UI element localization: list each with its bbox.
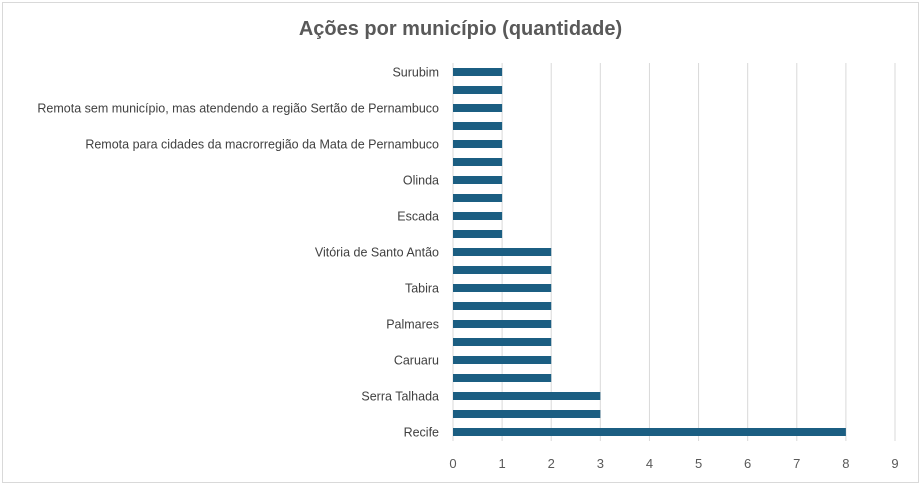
bar bbox=[453, 212, 503, 220]
bar bbox=[453, 104, 503, 112]
bar bbox=[453, 302, 552, 310]
category-label: Palmares bbox=[386, 318, 439, 332]
category-label: Recife bbox=[404, 426, 439, 440]
x-tick-label: 4 bbox=[646, 456, 653, 471]
bar bbox=[453, 140, 503, 148]
x-tick-label: 0 bbox=[449, 456, 456, 471]
bar bbox=[453, 284, 552, 292]
bar bbox=[453, 266, 552, 274]
bar bbox=[453, 194, 503, 202]
bar bbox=[453, 230, 503, 238]
bar bbox=[453, 410, 601, 418]
x-tick-label: 2 bbox=[548, 456, 555, 471]
x-tick-label: 9 bbox=[891, 456, 898, 471]
category-label: Remota para cidades da macrorregião da M… bbox=[85, 138, 439, 152]
bar bbox=[453, 320, 552, 328]
x-tick-label: 5 bbox=[695, 456, 702, 471]
bar bbox=[453, 338, 552, 346]
x-tick-label: 6 bbox=[744, 456, 751, 471]
x-tick-label: 1 bbox=[498, 456, 505, 471]
bar bbox=[453, 392, 601, 400]
bar bbox=[453, 86, 503, 94]
chart-title: Ações por município (quantidade) bbox=[298, 18, 623, 40]
bar bbox=[453, 374, 552, 382]
category-label: Serra Talhada bbox=[361, 390, 439, 404]
bar bbox=[453, 356, 552, 364]
category-label: Caruaru bbox=[394, 354, 439, 368]
category-label: Tabira bbox=[405, 282, 439, 296]
category-label: Remota sem município, mas atendendo a re… bbox=[37, 102, 439, 116]
x-tick-label: 3 bbox=[597, 456, 604, 471]
category-label: Olinda bbox=[403, 174, 439, 188]
bar bbox=[453, 248, 552, 256]
bar bbox=[453, 122, 503, 130]
bar bbox=[453, 158, 503, 166]
category-label: Escada bbox=[397, 210, 439, 224]
bar bbox=[453, 428, 846, 436]
x-tick-label: 7 bbox=[793, 456, 800, 471]
bar bbox=[453, 68, 503, 76]
category-label: Surubim bbox=[392, 66, 439, 80]
x-tick-label: 8 bbox=[842, 456, 849, 471]
category-label: Vitória de Santo Antão bbox=[315, 246, 439, 260]
bar bbox=[453, 176, 503, 184]
